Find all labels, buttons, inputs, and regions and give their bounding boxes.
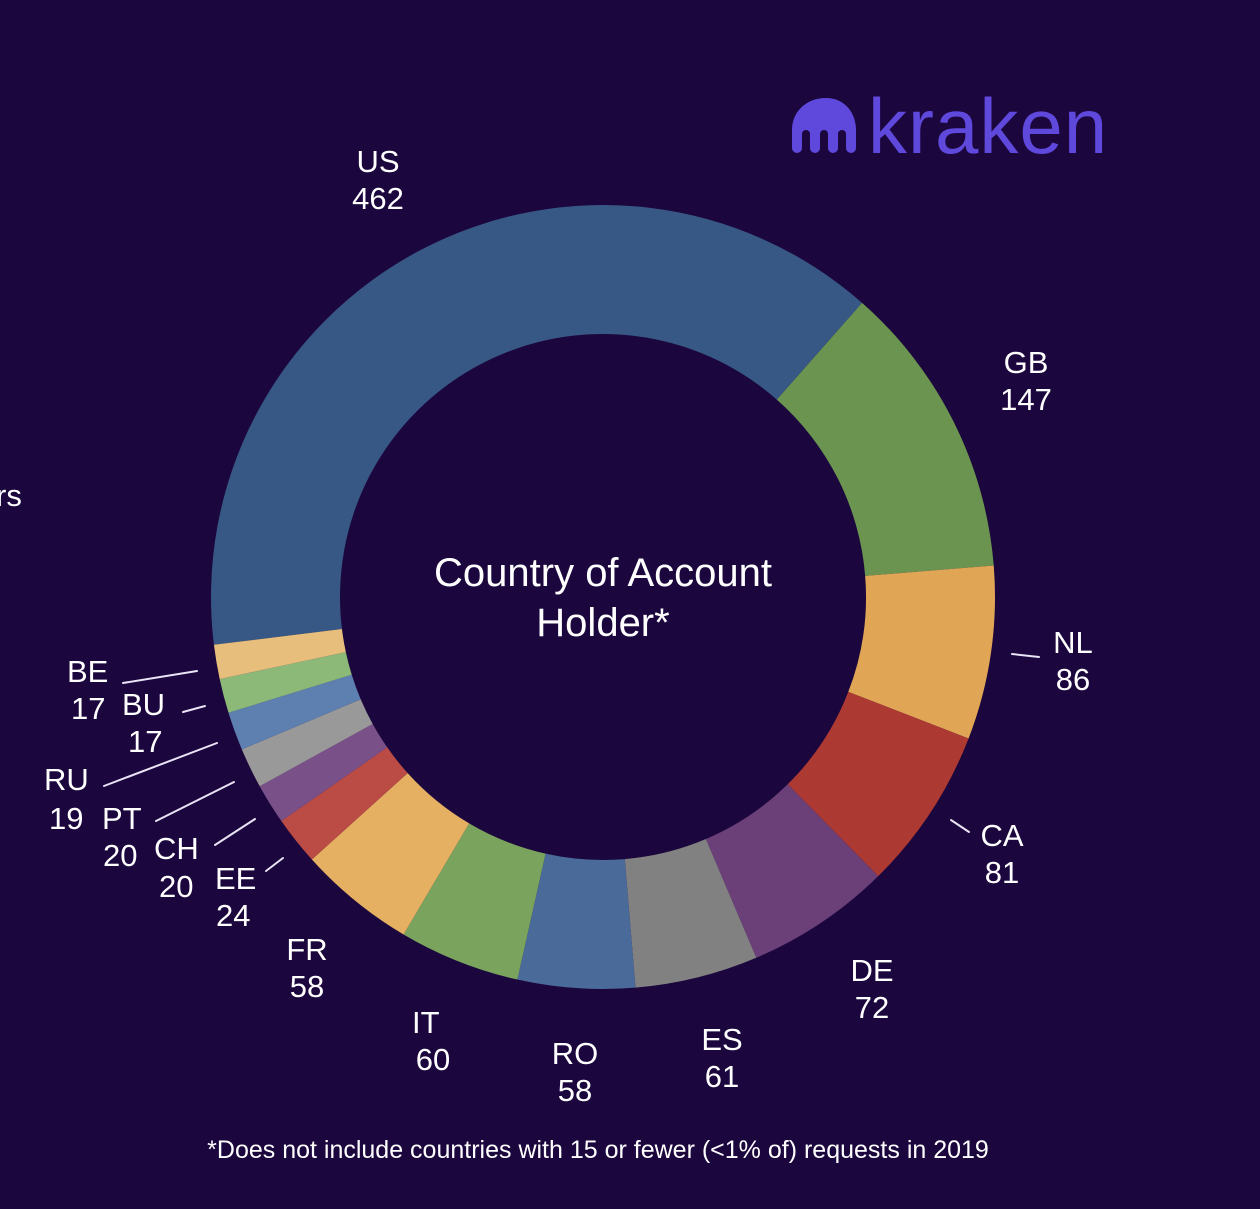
- slice-label-ch-name: CH: [154, 831, 199, 866]
- slice-label-ee-value: 24: [216, 898, 251, 933]
- slice-label-bu-value: 17: [128, 724, 163, 759]
- slice-label-pt-name: PT: [102, 801, 142, 836]
- leader-line-bu: [182, 705, 206, 713]
- slice-fr: [311, 773, 470, 935]
- slice-be: [213, 629, 346, 680]
- slice-it: [403, 823, 546, 980]
- slice-nl: [848, 565, 995, 739]
- leader-line-ru: [103, 742, 218, 787]
- slice-label-es: ES 61: [701, 1022, 743, 1094]
- slice-label-ca: CA 81: [980, 818, 1024, 890]
- chart-title: Country of Account Holder*: [434, 551, 772, 645]
- slice-label-ru-name: RU: [44, 762, 89, 797]
- leader-line-pt: [155, 781, 235, 822]
- slice-label-bu-name: BU: [122, 687, 166, 722]
- leader-line-be: [122, 670, 198, 684]
- slice-label-pt-value: 20: [103, 838, 138, 873]
- slice-label-be-name: BE: [67, 654, 109, 689]
- leader-line-nl: [1011, 653, 1040, 658]
- slice-de: [705, 784, 879, 958]
- slice-ca: [787, 691, 969, 877]
- slice-es: [624, 839, 757, 988]
- slice-label-us: US 462: [352, 144, 404, 216]
- slice-pt: [241, 699, 373, 787]
- slice-label-ch-value: 20: [159, 869, 194, 904]
- leader-line-ch: [214, 818, 256, 846]
- slice-label-gb: GB 147: [1000, 345, 1052, 417]
- kraken-octopus-icon: [792, 98, 856, 153]
- leader-line-ee: [265, 857, 284, 872]
- slice-label-fr: FR 58: [286, 932, 328, 1004]
- slice-label-ru-value: 19: [49, 801, 84, 836]
- slice-label-be-value: 17: [71, 691, 106, 726]
- clipped-text-fragment: rs: [0, 478, 22, 513]
- slice-label-it: IT 60: [412, 1005, 451, 1077]
- slice-label-ro: RO 58: [551, 1036, 599, 1108]
- kraken-wordmark: kraken: [868, 82, 1109, 170]
- slice-gb: [776, 302, 994, 576]
- slice-label-de: DE 72: [850, 953, 894, 1025]
- slice-label-nl: NL 86: [1053, 625, 1093, 697]
- slice-bu: [219, 652, 352, 713]
- slice-ee: [281, 747, 408, 860]
- slice-label-ee-name: EE: [215, 861, 257, 896]
- leader-line-ca: [950, 819, 970, 833]
- slice-ru: [228, 674, 361, 750]
- slice-ro: [517, 853, 636, 989]
- slice-us: [211, 205, 863, 645]
- slice-ch: [259, 723, 388, 822]
- kraken-logo: kraken: [788, 86, 1108, 166]
- chart-footnote: *Does not include countries with 15 or f…: [207, 1136, 989, 1164]
